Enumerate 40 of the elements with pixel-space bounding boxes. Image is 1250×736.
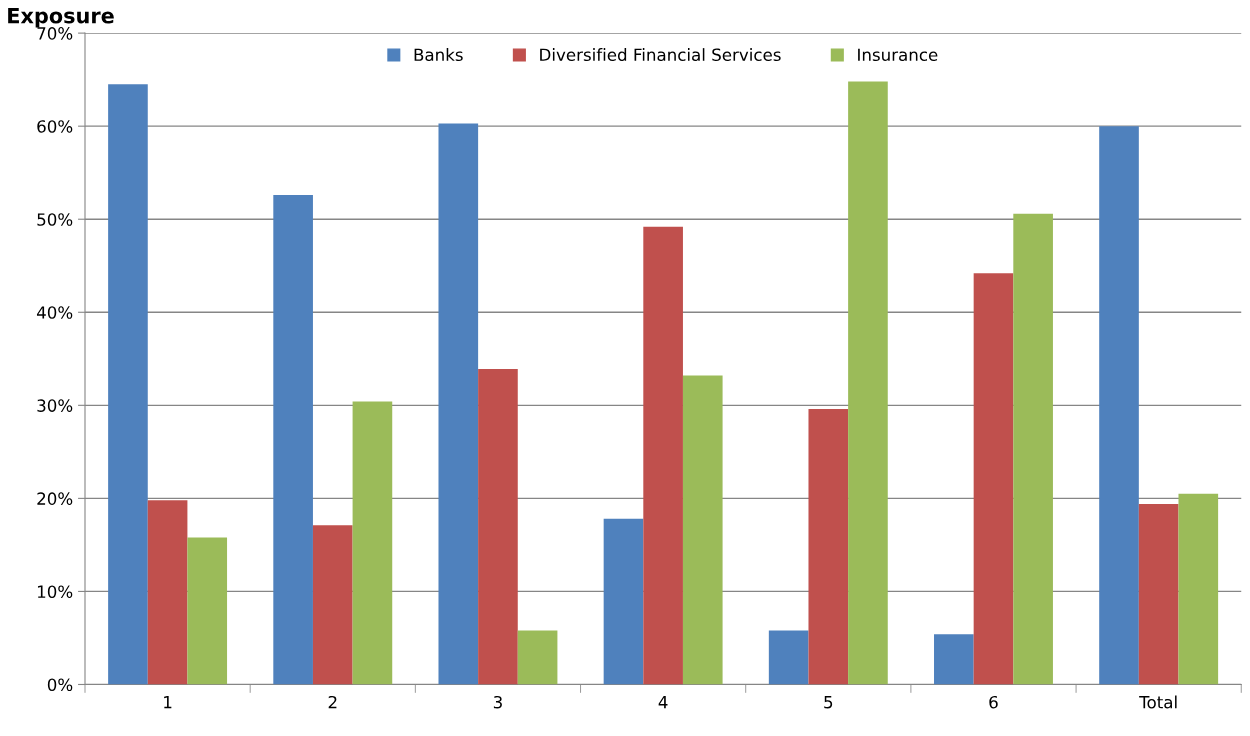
y-tick-label: 30% <box>37 399 73 412</box>
bar <box>1178 493 1219 685</box>
x-tick-label: 6 <box>989 695 998 709</box>
bar <box>478 369 518 685</box>
bar <box>768 630 809 685</box>
bar <box>517 630 558 685</box>
bar <box>808 409 849 685</box>
y-tick-label: 60% <box>37 120 73 133</box>
bar <box>108 84 148 685</box>
bar <box>187 537 228 685</box>
x-tick-label: Total <box>1139 695 1177 709</box>
bar <box>312 525 353 685</box>
bar <box>1138 503 1179 685</box>
legend-label: Diversified Financial Services <box>540 48 781 62</box>
legend-label: Banks <box>414 48 463 62</box>
y-tick-label: 50% <box>37 213 73 226</box>
y-tick-label: 20% <box>37 492 73 505</box>
bar <box>352 401 393 685</box>
bar <box>1013 213 1053 685</box>
bar <box>147 500 188 685</box>
x-tick-label: 5 <box>824 696 833 709</box>
x-tick-label: 1 <box>164 696 172 709</box>
y-tick-label: 70% <box>37 27 73 40</box>
bar <box>934 634 974 685</box>
legend-label: Insurance <box>858 48 938 62</box>
x-tick-label: 2 <box>328 695 337 709</box>
y-tick-label: 0% <box>47 678 73 692</box>
bar <box>973 273 1014 685</box>
y-tick-label: 10% <box>37 585 73 598</box>
bar <box>1099 126 1139 685</box>
bar <box>682 375 723 685</box>
y-tick-label: 40% <box>36 306 73 319</box>
bar <box>273 195 313 685</box>
chart-title: Exposure <box>8 8 114 28</box>
bar <box>643 226 683 685</box>
bar <box>848 81 888 685</box>
x-tick-label: 4 <box>658 696 668 709</box>
x-tick-label: 3 <box>493 695 502 709</box>
bar <box>438 123 479 685</box>
bar <box>603 518 644 685</box>
